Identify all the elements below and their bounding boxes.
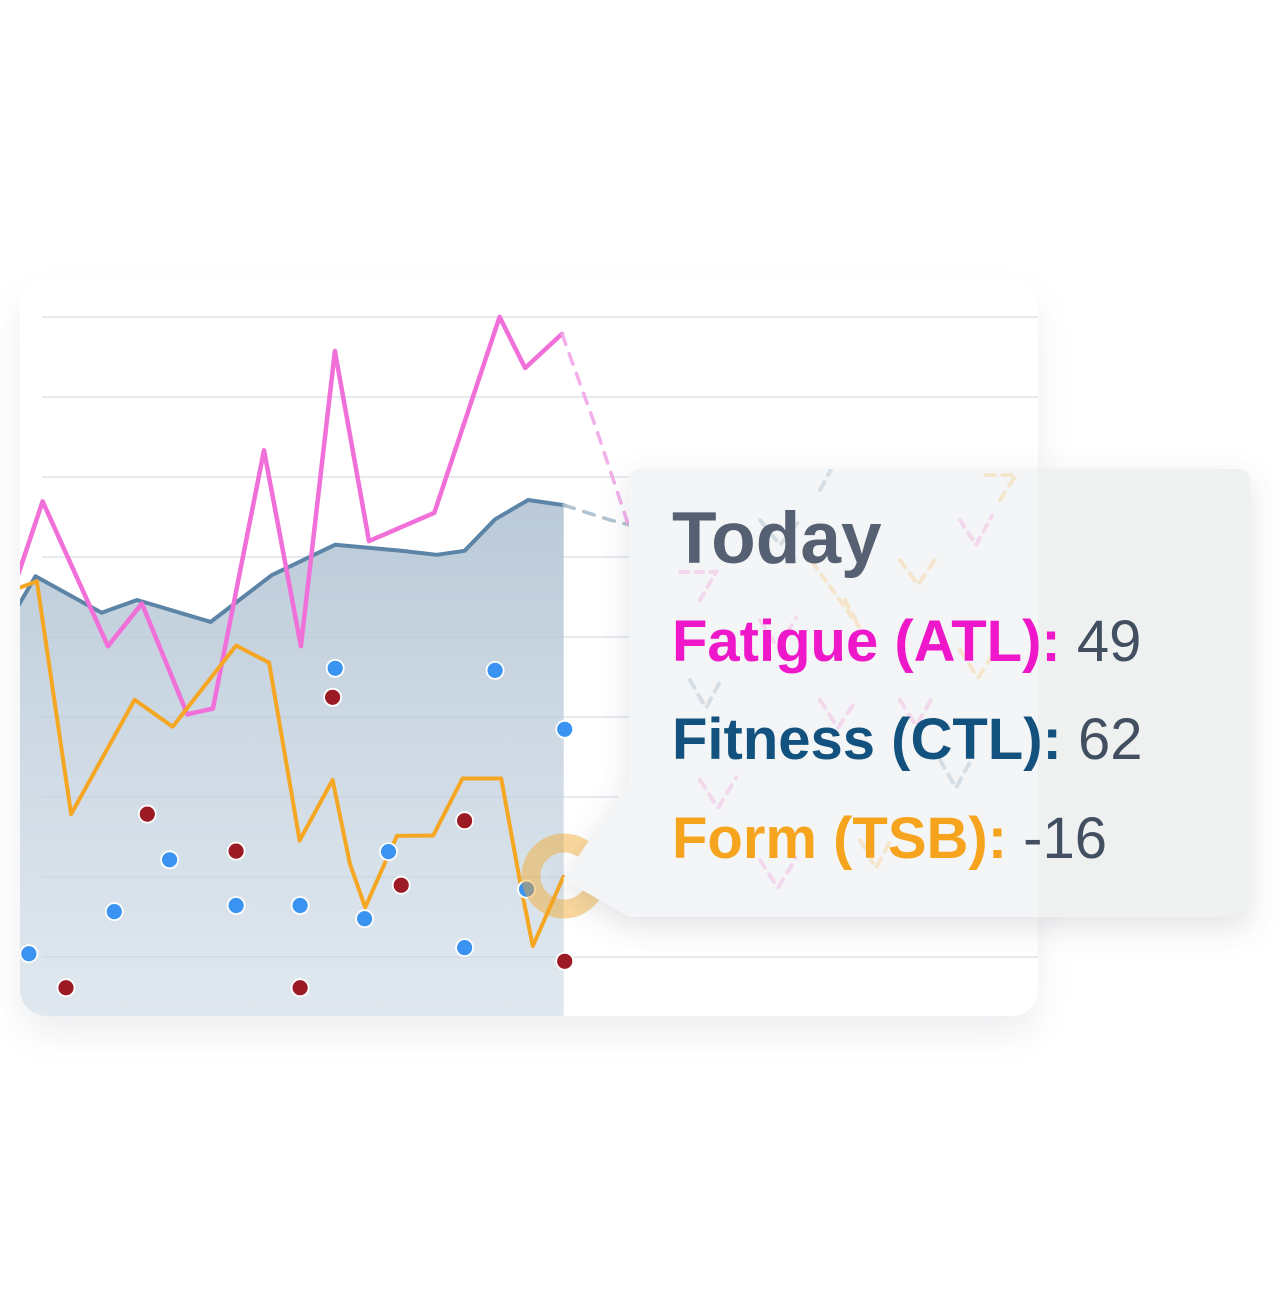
svg-text:Fatigue (ATL): 49: Fatigue (ATL): 49 xyxy=(672,609,1141,674)
svg-text:Fitness (CTL): 62: Fitness (CTL): 62 xyxy=(672,707,1143,772)
svg-text:Form (TSB): -16: Form (TSB): -16 xyxy=(672,806,1107,871)
svg-text:Today: Today xyxy=(672,498,882,579)
